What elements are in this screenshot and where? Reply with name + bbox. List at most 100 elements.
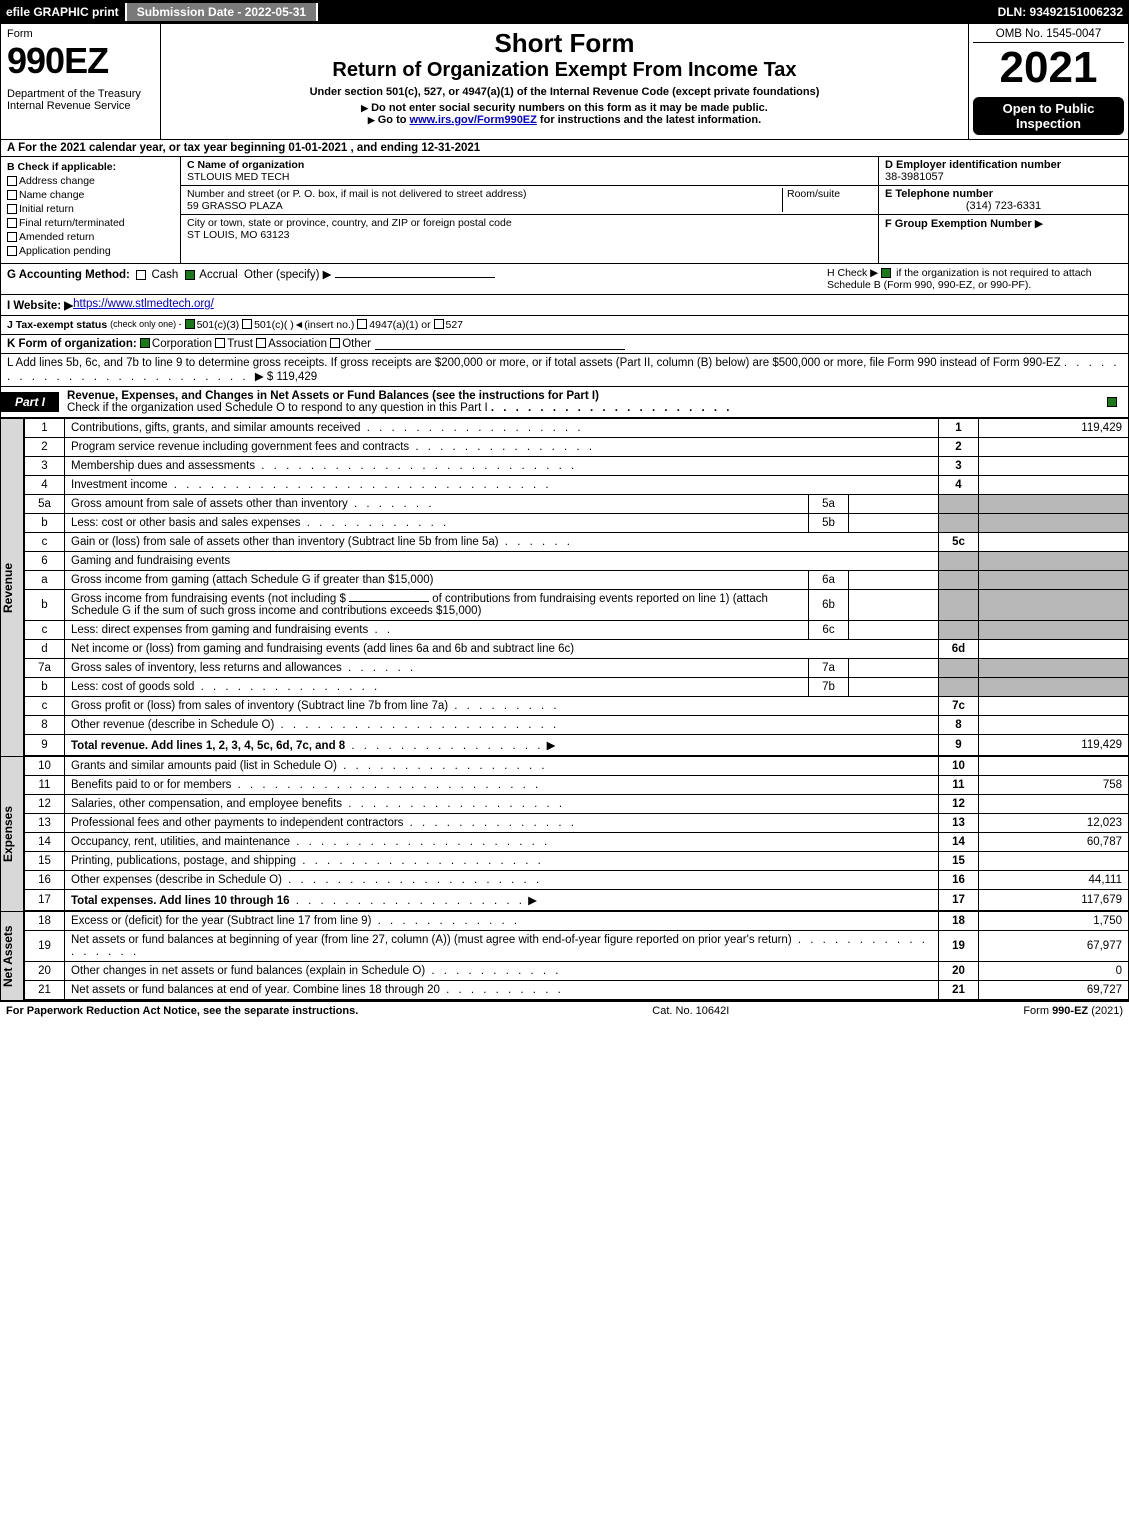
- line-6a: aGross income from gaming (attach Schedu…: [25, 571, 1129, 590]
- netassets-vlabel: Net Assets: [0, 911, 24, 1000]
- section-g-label: G Accounting Method:: [7, 269, 130, 281]
- section-b-label: B Check if applicable:: [7, 161, 174, 173]
- line-6: 6Gaming and fundraising events: [25, 552, 1129, 571]
- revenue-vlabel: Revenue: [0, 418, 24, 756]
- line-12: 12Salaries, other compensation, and empl…: [25, 795, 1129, 814]
- line-5c: cGain or (loss) from sale of assets othe…: [25, 533, 1129, 552]
- section-i-label: I Website: ▶: [7, 298, 73, 312]
- footer-left: For Paperwork Reduction Act Notice, see …: [6, 1005, 358, 1017]
- phone-value: (314) 723-6331: [885, 200, 1122, 212]
- check-cash[interactable]: [136, 270, 146, 280]
- org-name: STLOUIS MED TECH: [187, 171, 290, 183]
- check-schedule-b[interactable]: [881, 268, 891, 278]
- section-b: B Check if applicable: Address change Na…: [1, 157, 181, 263]
- line-7b: bLess: cost of goods sold . . . . . . . …: [25, 678, 1129, 697]
- check-initial-return[interactable]: Initial return: [7, 203, 174, 215]
- line-16: 16Other expenses (describe in Schedule O…: [25, 871, 1129, 890]
- netassets-section: Net Assets 18Excess or (deficit) for the…: [0, 911, 1129, 1000]
- check-application-pending[interactable]: Application pending: [7, 245, 174, 257]
- check-501c3[interactable]: [185, 319, 195, 329]
- omb-number: OMB No. 1545-0047: [973, 28, 1124, 43]
- page-footer: For Paperwork Reduction Act Notice, see …: [0, 1000, 1129, 1020]
- check-address-change[interactable]: Address change: [7, 175, 174, 187]
- check-accrual[interactable]: [185, 270, 195, 280]
- check-association[interactable]: [256, 338, 266, 348]
- check-amended-return[interactable]: Amended return: [7, 231, 174, 243]
- check-corporation[interactable]: [140, 338, 150, 348]
- expenses-section: Expenses 10Grants and similar amounts pa…: [0, 756, 1129, 911]
- check-schedule-o[interactable]: [1107, 397, 1117, 407]
- netassets-table: 18Excess or (deficit) for the year (Subt…: [24, 911, 1129, 1000]
- goto-line: Go to www.irs.gov/Form990EZ for instruct…: [169, 114, 960, 126]
- return-title: Return of Organization Exempt From Incom…: [169, 59, 960, 82]
- subtitle: Under section 501(c), 527, or 4947(a)(1)…: [169, 86, 960, 98]
- check-trust[interactable]: [215, 338, 225, 348]
- city-value: ST LOUIS, MO 63123: [187, 229, 290, 241]
- part-1-title: Revenue, Expenses, and Changes in Net As…: [67, 390, 599, 402]
- street-value: 59 GRASSO PLAZA: [187, 200, 283, 212]
- line-2: 2Program service revenue including gover…: [25, 438, 1129, 457]
- dept-treasury: Department of the Treasury: [7, 88, 154, 100]
- line-3: 3Membership dues and assessments . . . .…: [25, 457, 1129, 476]
- expenses-vlabel: Expenses: [0, 756, 24, 911]
- website-link[interactable]: https://www.stlmedtech.org/: [73, 298, 214, 312]
- section-i-row: I Website: ▶ https://www.stlmedtech.org/: [0, 295, 1129, 316]
- line-20: 20Other changes in net assets or fund ba…: [25, 962, 1129, 981]
- section-k-label: K Form of organization:: [7, 338, 137, 350]
- check-4947[interactable]: [357, 319, 367, 329]
- short-form-title: Short Form: [169, 28, 960, 59]
- line-17: 17Total expenses. Add lines 10 through 1…: [25, 890, 1129, 911]
- footer-right: Form 990-EZ (2021): [1023, 1005, 1123, 1017]
- line-15: 15Printing, publications, postage, and s…: [25, 852, 1129, 871]
- line-6c: cLess: direct expenses from gaming and f…: [25, 621, 1129, 640]
- form-number: 990EZ: [7, 40, 154, 82]
- line-8: 8Other revenue (describe in Schedule O) …: [25, 716, 1129, 735]
- revenue-section: Revenue 1Contributions, gifts, grants, a…: [0, 418, 1129, 756]
- line-1: 1Contributions, gifts, grants, and simil…: [25, 419, 1129, 438]
- section-a-tax-year: A For the 2021 calendar year, or tax yea…: [0, 140, 1129, 157]
- dln: DLN: 93492151006232: [992, 0, 1129, 24]
- section-e-label: E Telephone number: [885, 188, 993, 200]
- line-10: 10Grants and similar amounts paid (list …: [25, 757, 1129, 776]
- line-6d: dNet income or (loss) from gaming and fu…: [25, 640, 1129, 659]
- check-501c[interactable]: [242, 319, 252, 329]
- check-final-return[interactable]: Final return/terminated: [7, 217, 174, 229]
- section-f-label: F Group Exemption Number: [885, 218, 1032, 230]
- section-l-row: L Add lines 5b, 6c, and 7b to line 9 to …: [0, 354, 1129, 387]
- arrow-icon: ▶: [1035, 218, 1043, 230]
- section-j-row: J Tax-exempt status (check only one) - 5…: [0, 316, 1129, 335]
- line-19: 19Net assets or fund balances at beginni…: [25, 931, 1129, 962]
- info-grid: B Check if applicable: Address change Na…: [0, 157, 1129, 264]
- section-g-h-row: G Accounting Method: Cash Accrual Other …: [0, 264, 1129, 295]
- irs-link[interactable]: www.irs.gov/Form990EZ: [410, 114, 537, 126]
- line-13: 13Professional fees and other payments t…: [25, 814, 1129, 833]
- part-1-header: Part I Revenue, Expenses, and Changes in…: [0, 387, 1129, 418]
- check-other-org[interactable]: [330, 338, 340, 348]
- topbar: efile GRAPHIC print Submission Date - 20…: [0, 0, 1129, 24]
- check-name-change[interactable]: Name change: [7, 189, 174, 201]
- line-11: 11Benefits paid to or for members . . . …: [25, 776, 1129, 795]
- part-1-check-line: Check if the organization used Schedule …: [67, 402, 488, 414]
- dept-irs: Internal Revenue Service: [7, 100, 154, 112]
- line-6b: bGross income from fundraising events (n…: [25, 590, 1129, 621]
- footer-center: Cat. No. 10642I: [652, 1005, 729, 1017]
- section-c: C Name of organization STLOUIS MED TECH …: [181, 157, 878, 263]
- line-9: 9Total revenue. Add lines 1, 2, 3, 4, 5c…: [25, 735, 1129, 756]
- room-suite-label: Room/suite: [782, 188, 872, 212]
- expenses-table: 10Grants and similar amounts paid (list …: [24, 756, 1129, 911]
- form-word: Form: [7, 28, 154, 40]
- open-to-public: Open to Public Inspection: [973, 97, 1124, 135]
- section-d-e-f: D Employer identification number 38-3981…: [878, 157, 1128, 263]
- section-k-row: K Form of organization: Corporation Trus…: [0, 335, 1129, 354]
- section-l-text: L Add lines 5b, 6c, and 7b to line 9 to …: [7, 357, 1061, 369]
- part-1-tab: Part I: [1, 392, 59, 412]
- line-21: 21Net assets or fund balances at end of …: [25, 981, 1129, 1000]
- line-7c: cGross profit or (loss) from sales of in…: [25, 697, 1129, 716]
- form-header: Form 990EZ Department of the Treasury In…: [0, 24, 1129, 140]
- efile-label[interactable]: efile GRAPHIC print: [6, 5, 119, 19]
- check-527[interactable]: [434, 319, 444, 329]
- city-label: City or town, state or province, country…: [187, 217, 512, 229]
- ssn-warning: Do not enter social security numbers on …: [169, 102, 960, 114]
- tax-year: 2021: [973, 43, 1124, 93]
- line-14: 14Occupancy, rent, utilities, and mainte…: [25, 833, 1129, 852]
